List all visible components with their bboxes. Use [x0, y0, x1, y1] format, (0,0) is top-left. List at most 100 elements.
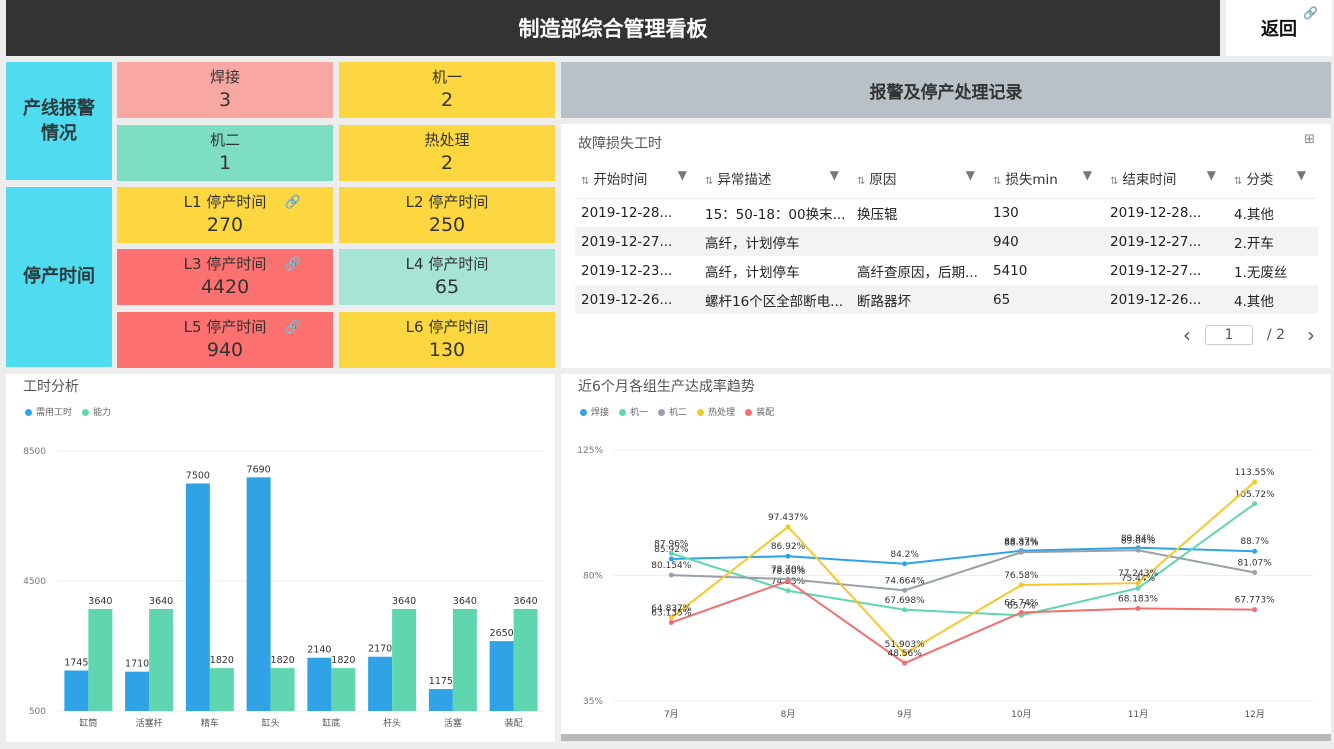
series-line: [670, 579, 1255, 665]
back-button[interactable]: 返回 🔗: [1226, 0, 1332, 56]
link-icon[interactable]: 🔗: [284, 320, 301, 335]
data-point: [902, 660, 908, 666]
downtime-tile-l5[interactable]: L5 停产时间 940 🔗: [117, 312, 333, 368]
filter-icon[interactable]: ▼: [829, 167, 839, 182]
column-header[interactable]: ⇅ 结束时间 ▼: [1104, 158, 1228, 199]
tile-label: L2 停产时间: [405, 193, 489, 211]
column-header[interactable]: ⇅ 异常描述 ▼: [699, 158, 851, 199]
filter-icon[interactable]: ▼: [965, 167, 975, 182]
bar: [428, 689, 453, 711]
filter-icon[interactable]: ▼: [1296, 167, 1306, 182]
data-label: 2650: [490, 628, 514, 639]
alert-tile-heat-treatment[interactable]: 热处理 2: [339, 125, 555, 181]
data-label: 80.154%: [651, 561, 691, 571]
legend-item[interactable]: 焊接: [580, 405, 609, 418]
tile-value: 4420: [200, 276, 250, 298]
data-point: [1252, 570, 1258, 576]
data-label: 1175: [429, 676, 453, 687]
y-tick-label: 80%: [583, 572, 603, 582]
column-header[interactable]: ⇅ 分类 ▼: [1228, 158, 1318, 199]
tile-label: 热处理: [424, 131, 470, 149]
horizontal-scrollbar[interactable]: [561, 734, 1331, 741]
legend-item[interactable]: 机二: [658, 405, 687, 418]
sort-icon: ⇅: [581, 175, 590, 187]
downtime-tile-l1[interactable]: L1 停产时间 270 🔗: [117, 187, 333, 243]
prev-page-button[interactable]: ‹: [1182, 323, 1191, 347]
records-panel: 故障损失工时 ⊞ ⇅ 开始时间 ▼ ⇅ 异常描述 ▼ ⇅ 原因 ▼ ⇅ 损失min ▼ ⇅ 结束时…: [561, 124, 1331, 368]
data-label: 1820: [271, 655, 295, 666]
legend-dot-icon: [697, 409, 705, 416]
data-label: 97.437%: [768, 513, 808, 523]
tile-value: 250: [428, 214, 466, 236]
legend-item[interactable]: 热处理: [697, 405, 735, 418]
tile-value: 130: [428, 339, 466, 361]
alert-tile-machine1[interactable]: 机一 2: [339, 62, 555, 118]
data-point: [668, 550, 674, 556]
alert-tile-welding[interactable]: 焊接 3: [117, 62, 333, 118]
data-point: [902, 561, 908, 567]
downtime-tile-l4[interactable]: L4 停产时间 65: [339, 249, 555, 305]
y-tick-label: 4500: [23, 577, 46, 587]
page-input[interactable]: 1: [1204, 325, 1253, 345]
x-tick-label: 11月: [1128, 709, 1148, 720]
column-header[interactable]: ⇅ 原因 ▼: [851, 158, 987, 199]
sort-icon: ⇅: [705, 175, 714, 187]
data-point: [1135, 605, 1141, 611]
legend-item[interactable]: 能力: [82, 405, 111, 418]
downtime-tile-l2[interactable]: L2 停产时间 250: [339, 187, 555, 243]
table-cell: 65: [987, 285, 1104, 314]
bar: [209, 668, 234, 711]
column-header[interactable]: ⇅ 开始时间 ▼: [575, 158, 699, 199]
legend-dot-icon: [658, 409, 666, 416]
trend-chart-panel: 近6个月各组生产达成率趋势 焊接 机一 机二 热处理 装配 125% 80% 35%…: [561, 374, 1331, 734]
filter-icon[interactable]: ▼: [1206, 167, 1216, 182]
link-icon[interactable]: 🔗: [284, 257, 301, 272]
legend-item[interactable]: 机一: [619, 405, 648, 418]
chart-legend: 焊接 机一 机二 热处理 装配: [580, 405, 774, 418]
data-point: [785, 553, 791, 559]
downtime-tile-l3[interactable]: L3 停产时间 4420 🔗: [117, 249, 333, 305]
data-label: 76.58%: [1004, 571, 1039, 581]
data-label: 88.33%: [1004, 538, 1039, 548]
link-icon[interactable]: 🔗: [284, 195, 301, 210]
filter-icon[interactable]: ▼: [677, 167, 687, 182]
table-row[interactable]: 2019-12-27... 高纤，计划停车 940 2019-12-27... 2.开车: [575, 227, 1318, 256]
bar: [88, 608, 113, 711]
filter-icon[interactable]: ▼: [1082, 167, 1092, 182]
next-page-button[interactable]: ›: [1307, 323, 1315, 347]
data-label: 3640: [88, 596, 112, 607]
data-point: [785, 524, 791, 530]
data-point: [1135, 585, 1141, 591]
tile-label: L4 停产时间: [405, 255, 489, 273]
data-label: 1710: [125, 659, 149, 670]
table-row[interactable]: 2019-12-23... 高纤，计划停车 高纤查原因，后期... 5410 2019-…: [575, 256, 1318, 285]
data-label: 84.2%: [890, 550, 919, 560]
y-tick-label: 500: [29, 707, 46, 717]
table-row[interactable]: 2019-12-28... 15：50-18：00换末... 换压辊 130 2019-…: [575, 198, 1318, 227]
downtime-tile-l6[interactable]: L6 停产时间 130: [339, 312, 555, 368]
data-label: 1820: [331, 655, 355, 666]
legend-item[interactable]: 需用工时: [25, 405, 72, 418]
column-header[interactable]: ⇅ 损失min ▼: [987, 158, 1104, 199]
data-label: 3640: [392, 596, 416, 607]
data-label: 63.135%: [651, 609, 691, 619]
data-label: 78.70%: [771, 565, 806, 575]
data-label: 68.183%: [1118, 594, 1158, 604]
bar: [64, 670, 89, 711]
table-row[interactable]: 2019-12-26... 螺杆16个区全部断电... 断路器坏 65 2019-12-…: [575, 285, 1318, 314]
data-label: 88.7%: [1240, 537, 1269, 547]
bar: [125, 671, 150, 711]
hierarchy-icon[interactable]: ⊞: [1304, 132, 1315, 147]
link-icon: 🔗: [1303, 6, 1318, 20]
workhour-chart-panel: 工时分析 需用工时 能力 8500 4500 500 缸筒 1745 3640 活塞杆 171…: [6, 374, 555, 742]
table-cell: 断路器坏: [851, 285, 987, 314]
y-tick-label: 35%: [583, 697, 603, 707]
data-label: 85.92%: [654, 545, 689, 555]
bar: [489, 641, 514, 711]
alert-tile-machine2[interactable]: 机二 1: [117, 125, 333, 181]
tile-label: L1 停产时间: [183, 193, 267, 211]
legend-item[interactable]: 装配: [745, 405, 774, 418]
table-cell: 换压辊: [857, 206, 898, 223]
data-label: 3640: [514, 596, 538, 607]
x-tick-label: 活塞: [444, 717, 462, 729]
